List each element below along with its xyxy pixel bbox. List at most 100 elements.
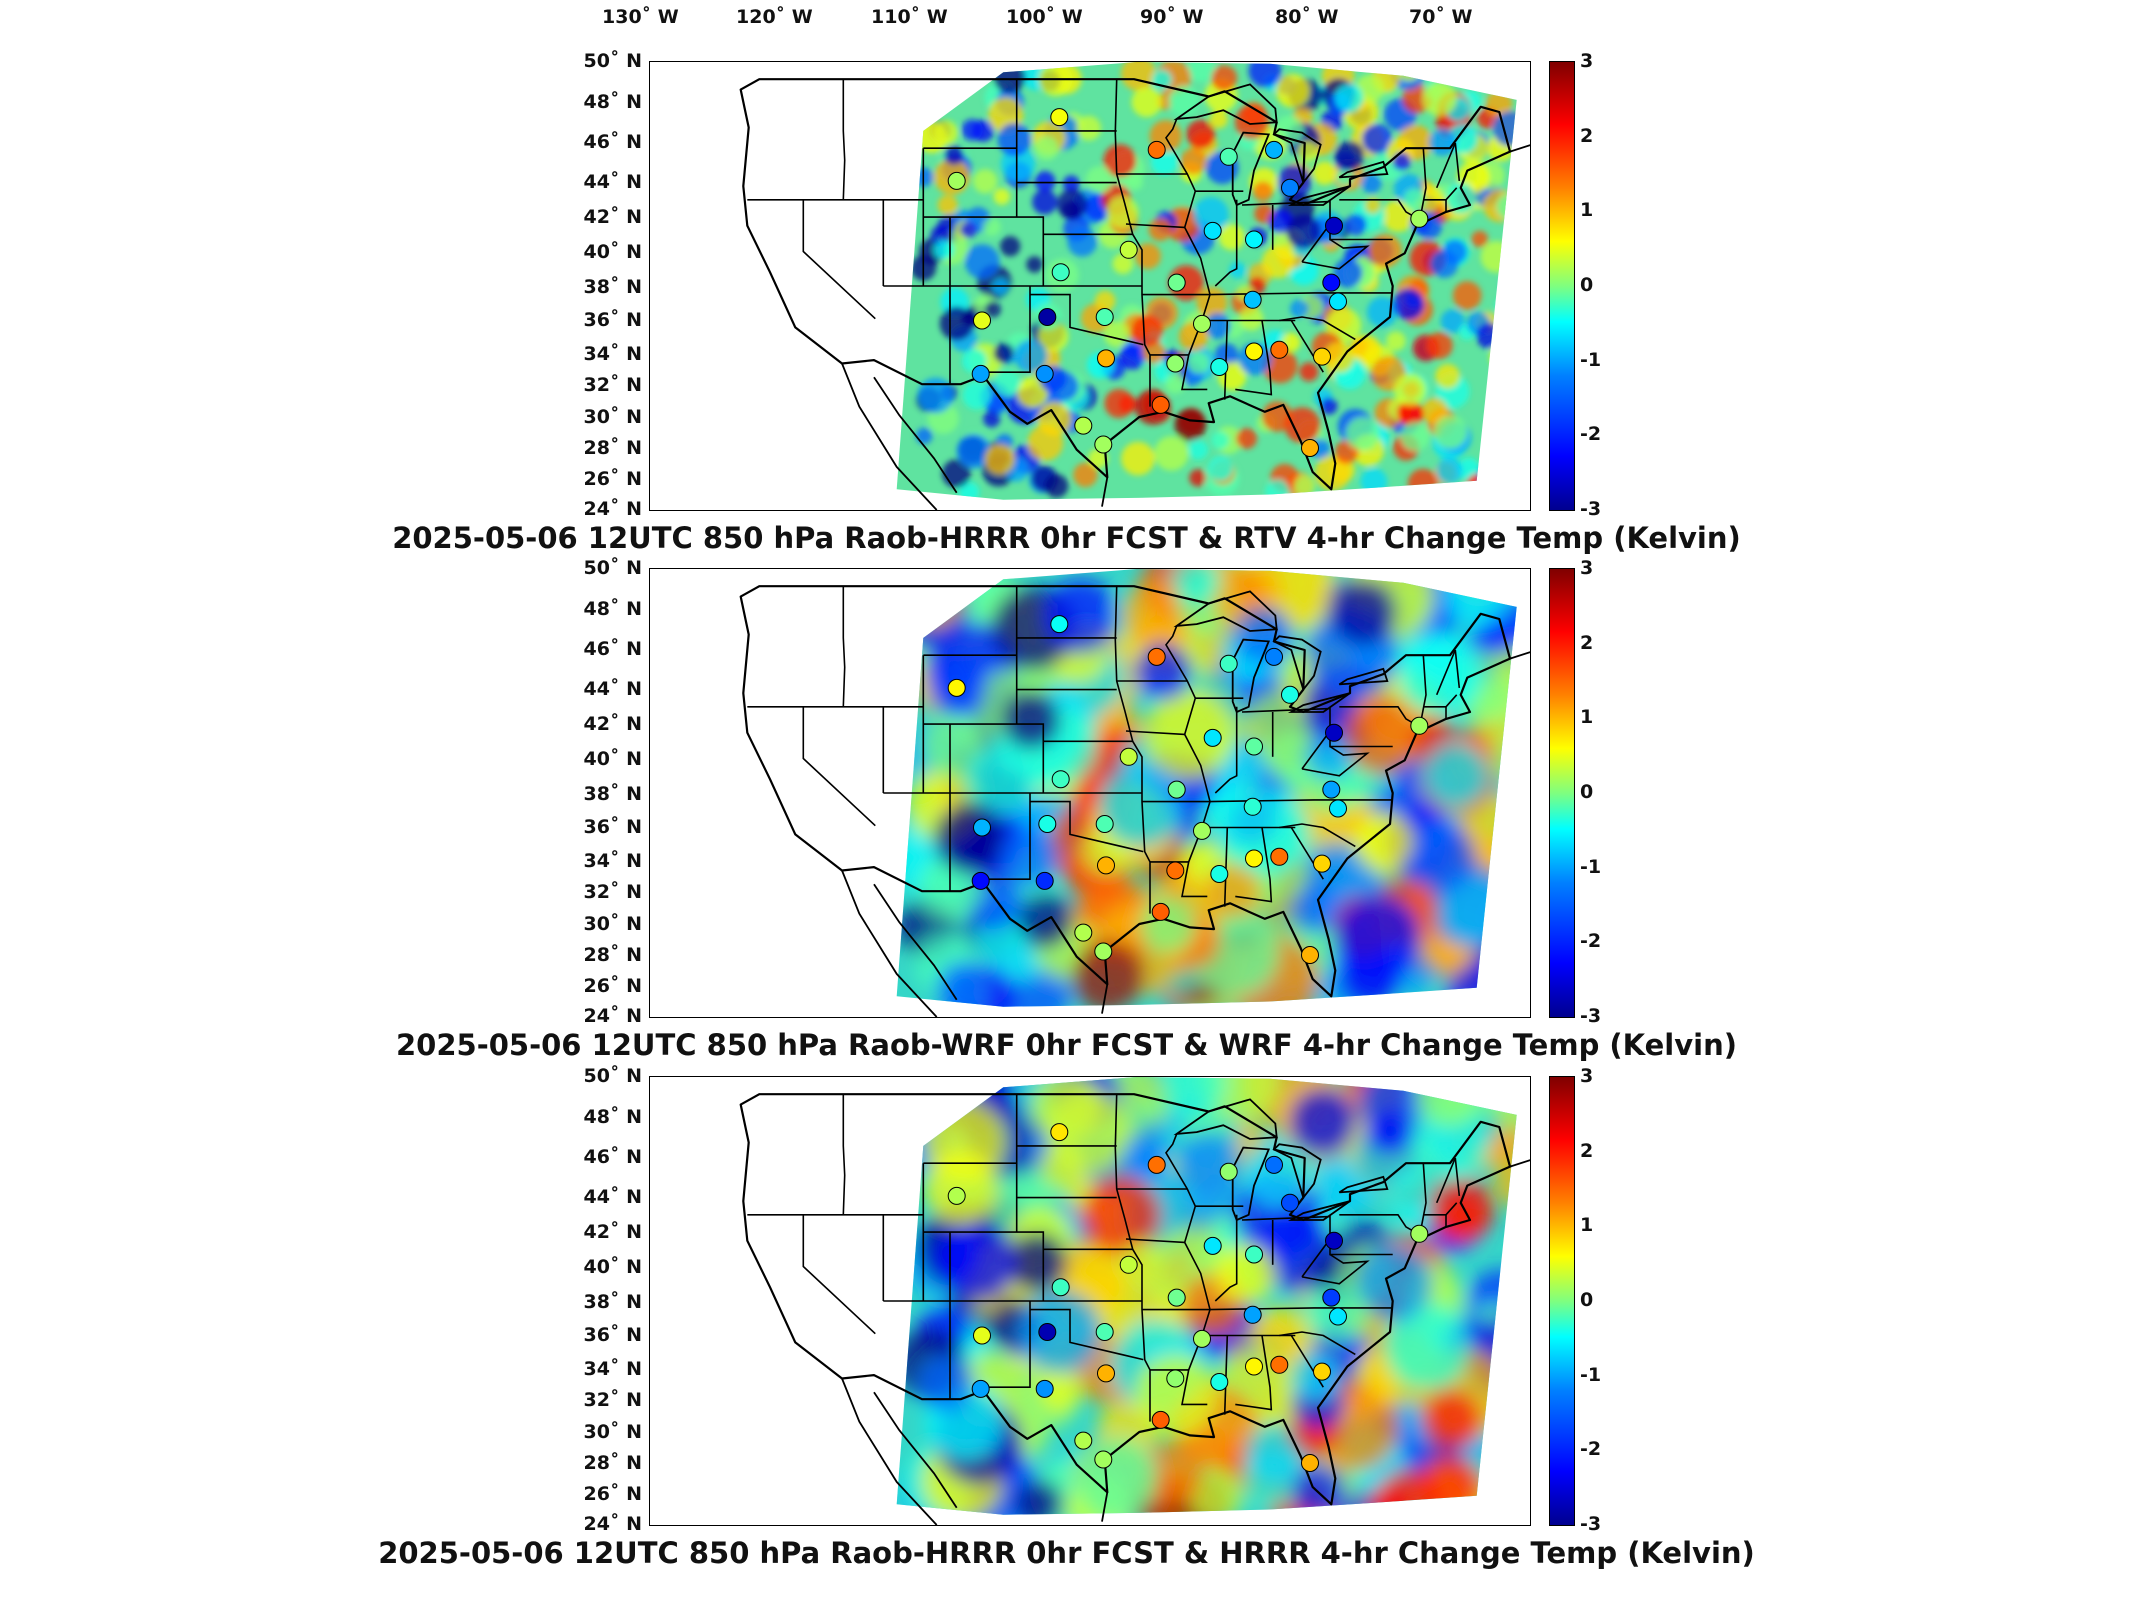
raob-station-marker bbox=[1097, 1364, 1115, 1383]
latitude-tick-label: 38˚ N bbox=[583, 276, 642, 298]
latitude-tick-label: 42˚ N bbox=[583, 713, 642, 735]
raob-station-marker bbox=[1325, 723, 1343, 742]
state-boundary bbox=[982, 793, 1031, 880]
latitude-tick-label: 24˚ N bbox=[583, 498, 642, 520]
map-panel-2 bbox=[649, 568, 1531, 1018]
raob-station-marker bbox=[973, 1326, 991, 1345]
longitude-tick-label: 90˚ W bbox=[1140, 6, 1204, 28]
colorbar-tick-label: -2 bbox=[1580, 930, 1602, 953]
latitude-tick-label: 42˚ N bbox=[583, 206, 642, 228]
raob-station-marker bbox=[1301, 439, 1319, 457]
raob-station-marker bbox=[1313, 347, 1331, 366]
state-boundary bbox=[1209, 1307, 1392, 1311]
state-boundary bbox=[1125, 223, 1185, 229]
latitude-tick-label: 32˚ N bbox=[583, 1389, 642, 1411]
latitude-tick-label: 40˚ N bbox=[583, 748, 642, 770]
state-boundary bbox=[923, 1231, 1045, 1301]
state-boundary bbox=[1209, 799, 1392, 803]
raob-station-marker bbox=[1245, 849, 1263, 868]
raob-station-marker bbox=[1281, 685, 1299, 704]
raob-station-marker bbox=[1119, 240, 1138, 259]
state-boundary bbox=[1454, 1157, 1461, 1196]
colorbar-tick-label: -1 bbox=[1580, 855, 1602, 878]
latitude-tick-label: 44˚ N bbox=[583, 1186, 642, 1208]
latitude-tick-label: 36˚ N bbox=[583, 1324, 642, 1346]
raob-station-marker bbox=[1097, 856, 1115, 875]
colorbar bbox=[1549, 568, 1575, 1018]
state-boundary bbox=[1301, 745, 1370, 777]
colorbar-tick-label: -3 bbox=[1580, 1005, 1602, 1027]
state-boundary bbox=[1235, 320, 1273, 396]
latitude-tick-label: 26˚ N bbox=[583, 1483, 642, 1505]
coastline bbox=[873, 883, 958, 1001]
raob-station-marker bbox=[1095, 1323, 1114, 1341]
raob-station-marker bbox=[1147, 647, 1166, 666]
great-lake-outline bbox=[1272, 635, 1322, 692]
raob-station-marker bbox=[1035, 871, 1054, 890]
state-boundary bbox=[842, 79, 846, 200]
panel-title: 2025-05-06 12UTC 850 hPa Raob-HRRR 0hr F… bbox=[378, 1536, 1755, 1570]
raob-station-marker bbox=[1325, 1231, 1343, 1250]
latitude-tick-label: 46˚ N bbox=[583, 638, 642, 660]
colorbar-tick-label: 2 bbox=[1580, 124, 1594, 147]
latitude-tick-label: 46˚ N bbox=[583, 131, 642, 153]
coastline bbox=[1509, 651, 1530, 660]
great-lake-outline bbox=[1287, 692, 1351, 713]
raob-station-marker bbox=[1210, 358, 1229, 376]
state-boundary bbox=[1423, 694, 1458, 708]
latitude-tick-label: 36˚ N bbox=[583, 816, 642, 838]
state-boundary bbox=[1435, 649, 1457, 696]
state-boundary bbox=[1125, 730, 1185, 736]
great-lake-outline bbox=[1231, 638, 1271, 714]
latitude-tick-label: 44˚ N bbox=[583, 171, 642, 193]
raob-station-marker bbox=[1035, 1379, 1054, 1398]
state-boundary bbox=[1241, 200, 1331, 206]
state-boundary bbox=[1235, 1335, 1273, 1411]
raob-station-marker bbox=[1094, 435, 1113, 454]
state-boundary bbox=[1030, 293, 1144, 346]
raob-station-marker bbox=[1325, 216, 1343, 235]
map-svg bbox=[739, 1077, 1530, 1525]
raob-station-marker bbox=[1243, 797, 1262, 816]
state-boundary bbox=[1214, 199, 1238, 287]
raob-station-marker bbox=[1410, 716, 1429, 735]
raob-station-marker bbox=[1270, 340, 1289, 359]
map-svg bbox=[739, 569, 1530, 1017]
colorbar-tick-label: 2 bbox=[1580, 631, 1594, 654]
raob-station-marker bbox=[1167, 1288, 1186, 1307]
panel-title: 2025-05-06 12UTC 850 hPa Raob-HRRR 0hr F… bbox=[392, 521, 1741, 555]
raob-station-marker bbox=[1313, 1362, 1331, 1381]
raob-station-marker bbox=[1203, 221, 1222, 240]
latitude-tick-label: 30˚ N bbox=[583, 913, 642, 935]
raob-station-marker bbox=[947, 678, 966, 697]
state-boundary bbox=[1454, 142, 1461, 181]
state-boundary bbox=[1125, 1238, 1185, 1244]
state-boundary bbox=[1165, 625, 1211, 898]
longitude-tick-label: 70˚ W bbox=[1409, 6, 1473, 28]
raob-station-marker bbox=[1270, 1355, 1289, 1374]
colorbar-tick-label: 0 bbox=[1580, 781, 1594, 803]
colorbar-tick-label: 1 bbox=[1580, 1214, 1594, 1237]
raob-station-marker bbox=[1074, 416, 1093, 435]
raob-station-marker bbox=[1050, 615, 1069, 634]
colorbar-tick-label: 3 bbox=[1580, 50, 1594, 72]
state-boundary bbox=[802, 1214, 876, 1335]
state-boundary bbox=[1279, 1331, 1356, 1356]
raob-station-marker bbox=[1038, 308, 1057, 326]
latitude-tick-label: 48˚ N bbox=[583, 598, 642, 620]
raob-station-marker bbox=[1219, 654, 1238, 673]
raob-station-marker bbox=[1166, 861, 1185, 880]
latitude-tick-label: 40˚ N bbox=[583, 241, 642, 263]
raob-station-marker bbox=[1313, 854, 1331, 873]
state-boundary bbox=[1030, 800, 1144, 853]
colorbar-tick-label: -1 bbox=[1580, 1363, 1602, 1386]
latitude-tick-label: 50˚ N bbox=[583, 50, 642, 72]
coastline bbox=[841, 363, 938, 510]
state-boundary bbox=[1114, 586, 1151, 914]
raob-station-marker bbox=[1203, 728, 1222, 747]
latitude-tick-label: 34˚ N bbox=[583, 1358, 642, 1380]
latitude-tick-label: 46˚ N bbox=[583, 1146, 642, 1168]
state-boundary bbox=[1435, 142, 1457, 189]
state-boundary bbox=[1114, 79, 1151, 407]
raob-station-marker bbox=[1119, 1255, 1138, 1274]
